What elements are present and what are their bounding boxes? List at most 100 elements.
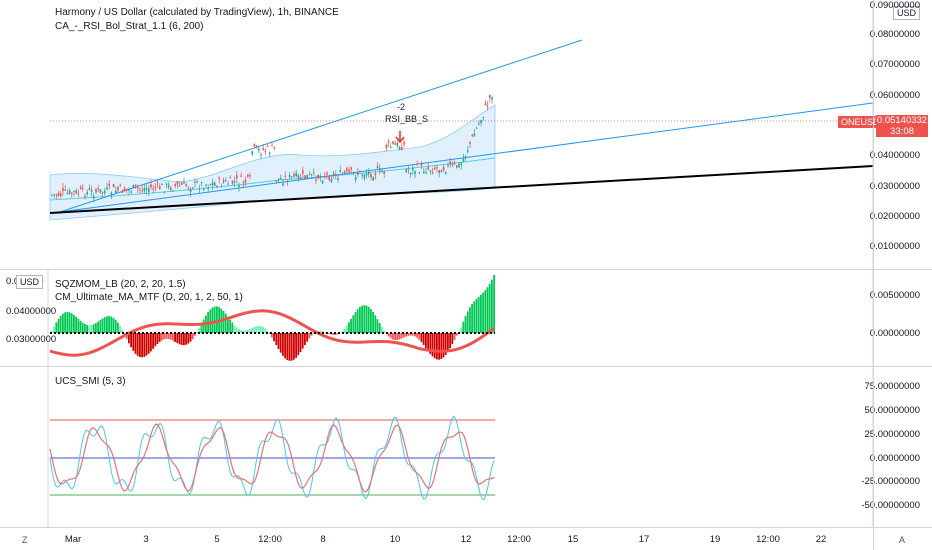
candle-body (374, 173, 377, 176)
squeeze-bar (222, 310, 225, 333)
time-axis-separator (0, 527, 932, 528)
squeeze-bar (128, 333, 130, 344)
squeeze-bar (352, 315, 355, 333)
time-label: 3 (143, 534, 149, 545)
candle-body (361, 174, 363, 176)
squeeze-bar (460, 327, 462, 333)
squeeze-bar (108, 316, 110, 333)
candle-body (218, 177, 220, 179)
squeeze-axis-label: 0.00000000 (869, 328, 920, 339)
auto-scale-left-button[interactable]: Z (22, 535, 28, 545)
candle-body (282, 183, 284, 186)
squeeze-bar (304, 333, 306, 346)
candle-body (200, 182, 203, 184)
squeeze-bar (310, 333, 313, 336)
candle-body (442, 167, 445, 171)
squeeze-legend[interactable]: SQZMOM_LB (20, 2, 20, 1.5) (55, 279, 186, 290)
time-label: 12:00 (507, 534, 531, 545)
squeeze-bar (473, 301, 476, 333)
trendline-black (49, 165, 874, 214)
squeeze-bar (288, 333, 291, 361)
candle-body (79, 187, 82, 190)
candle-body (445, 171, 447, 174)
candle-body (295, 172, 297, 177)
squeeze-bar (491, 279, 493, 333)
candle-body (233, 181, 236, 183)
smi-axis-label: 0.00000000 (869, 453, 920, 464)
squeeze-bar (376, 319, 379, 333)
time-label: 12 (460, 534, 472, 545)
squeeze-bar (354, 312, 357, 333)
candle-body (288, 174, 291, 178)
squeeze-bar (407, 333, 410, 336)
candle-body (174, 184, 176, 187)
squeeze-bar (180, 333, 183, 345)
currency-button[interactable]: USD (893, 6, 921, 20)
candle-body (145, 188, 148, 190)
squeeze-pane[interactable]: SQZMOM_LB (20, 2, 20, 1.5) CM_Ultimate_M… (0, 270, 932, 366)
squeeze-bar (59, 315, 62, 333)
smi-pane[interactable]: UCS_SMI (5, 3) 75.00000000 50.00000000 2… (0, 367, 932, 527)
squeeze-bar (95, 323, 97, 333)
squeeze-bar (143, 333, 146, 357)
candle-body (260, 154, 262, 156)
trendline-steep (59, 39, 583, 213)
candle-body (449, 161, 451, 165)
candle-body (381, 171, 383, 173)
smi-axis-label: -25.00000000 (861, 476, 920, 487)
candle-body (172, 190, 174, 192)
price-axis-border (873, 0, 874, 550)
squeeze-bar (282, 333, 284, 356)
squeeze-bar (136, 333, 139, 356)
candle-body (159, 186, 161, 189)
indicator-legend[interactable]: CA_-_RSI_Bol_Strat_1.1 (6, 200) (55, 21, 204, 32)
candle-body (229, 177, 231, 179)
candle-body (110, 192, 113, 195)
main-chart-canvas[interactable] (0, 0, 932, 270)
last-price-box: 0.05140332 33:08 (876, 115, 928, 137)
ma-legend[interactable]: CM_Ultimate_MA_MTF (D, 20, 1, 2, 50, 1) (55, 292, 243, 303)
candle-body (319, 176, 322, 178)
candle-body (409, 172, 412, 175)
squeeze-bar (103, 317, 106, 333)
squeeze-bar (163, 333, 165, 340)
squeeze-bar (449, 333, 451, 349)
pane-separator[interactable] (0, 269, 932, 270)
candle-body (324, 176, 326, 178)
squeeze-bar (51, 330, 53, 333)
smi-canvas[interactable] (0, 367, 932, 527)
squeeze-axis-label: 0.00500000 (869, 290, 920, 301)
candle-body (95, 188, 97, 193)
auto-scale-button[interactable]: A (899, 535, 906, 545)
pane-separator[interactable] (0, 366, 932, 367)
candle-body (134, 184, 137, 186)
candle-body (297, 175, 300, 179)
candle-body (423, 171, 425, 174)
candle-body (141, 190, 143, 192)
candle-body (436, 167, 438, 169)
candle-body (321, 180, 324, 184)
squeeze-bar (257, 325, 260, 333)
candle-body (82, 187, 84, 189)
candle-body (203, 188, 205, 190)
left-currency-button[interactable]: USD (16, 275, 44, 289)
squeeze-canvas[interactable] (0, 270, 932, 366)
smi-axis-label: 25.00000000 (864, 429, 920, 440)
candle-body (339, 170, 341, 173)
squeeze-bar (185, 333, 187, 345)
candle-body (491, 97, 493, 100)
time-label: 10 (389, 534, 401, 545)
squeeze-bar (420, 333, 423, 343)
time-label: 22 (815, 534, 827, 545)
candle-body (471, 134, 473, 136)
squeeze-bar (233, 325, 236, 333)
candle-body (335, 174, 337, 176)
squeeze-bar (172, 333, 174, 341)
main-chart-pane[interactable]: Harmony / US Dollar (calculated by Tradi… (0, 0, 932, 270)
smi-legend[interactable]: UCS_SMI (5, 3) (55, 376, 126, 387)
candle-body (90, 189, 93, 192)
squeeze-bar (167, 333, 170, 340)
candle-body (348, 169, 350, 173)
squeeze-bar (348, 322, 350, 333)
squeeze-bar (477, 296, 480, 333)
